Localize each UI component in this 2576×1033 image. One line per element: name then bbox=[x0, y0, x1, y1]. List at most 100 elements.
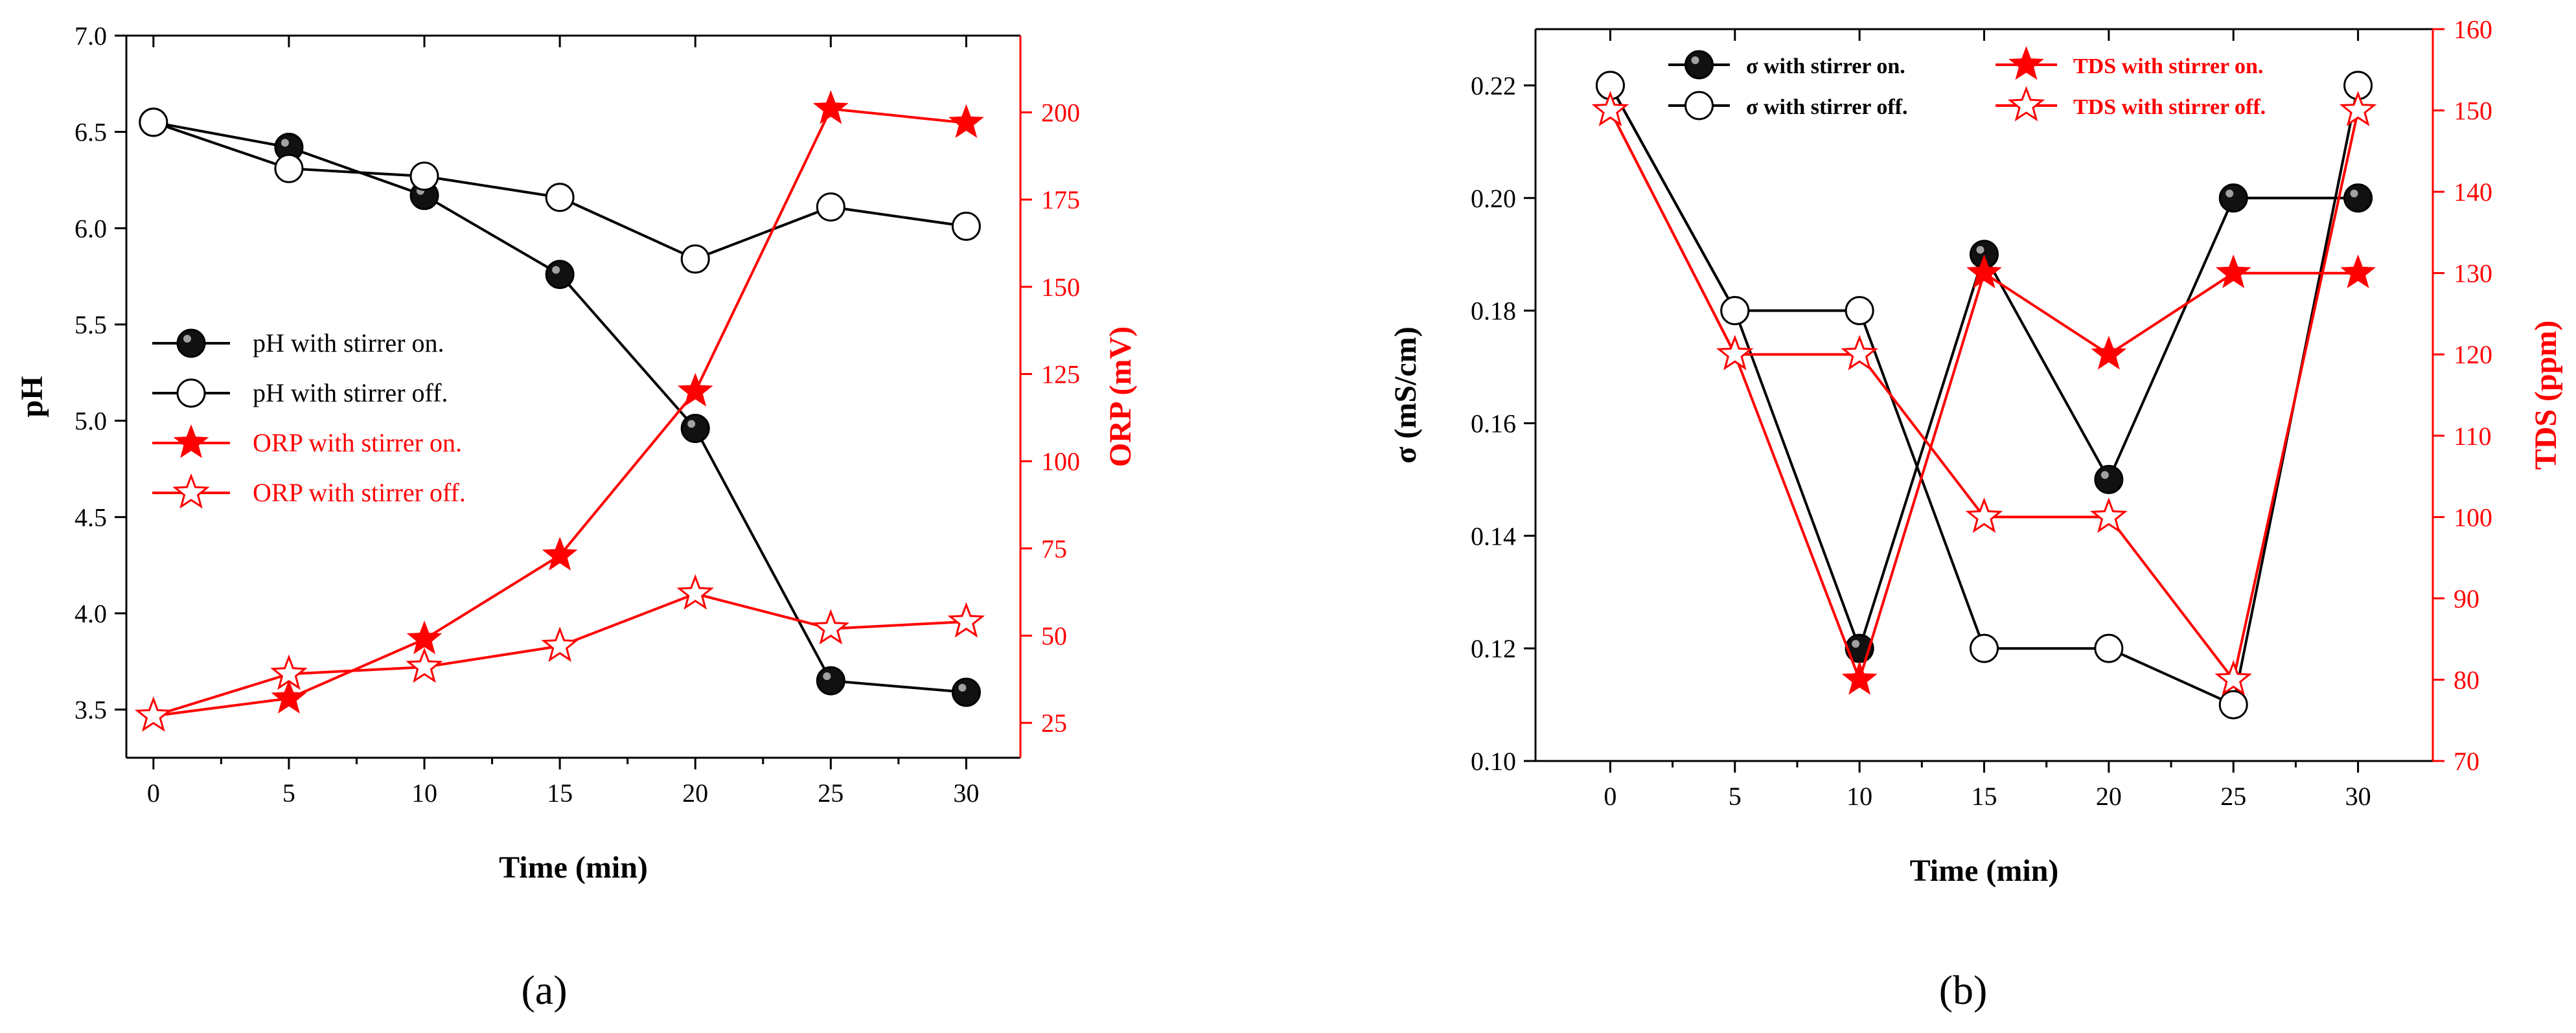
data-point bbox=[1845, 296, 1874, 326]
y-right-tick-label: 100 bbox=[1041, 447, 1080, 476]
data-point-highlight bbox=[2350, 189, 2358, 198]
data-point bbox=[1720, 296, 1750, 326]
x-tick-label: 20 bbox=[2096, 782, 2122, 811]
x-axis-title: Time (min) bbox=[1910, 854, 2059, 888]
data-point-highlight bbox=[1852, 640, 1860, 648]
data-point bbox=[1841, 661, 1878, 695]
legend-label: TDS with stirrer on. bbox=[2073, 54, 2263, 78]
legend-item: pH with stirrer off. bbox=[152, 378, 448, 408]
data-point bbox=[2094, 464, 2124, 494]
y-left-tick-label: 6.5 bbox=[75, 118, 107, 147]
data-point bbox=[545, 260, 575, 289]
data-point bbox=[1970, 633, 1999, 663]
y-right-tick-label: 75 bbox=[1041, 534, 1067, 563]
legend-item: pH with stirrer on. bbox=[152, 328, 444, 358]
data-point bbox=[676, 574, 714, 610]
y-right-tick-label: 80 bbox=[2454, 665, 2479, 694]
data-point bbox=[139, 108, 168, 137]
x-tick-label: 0 bbox=[1604, 782, 1616, 811]
data-point bbox=[816, 192, 845, 222]
y-right-tick-label: 160 bbox=[2454, 15, 2492, 44]
legend-marker-highlight bbox=[183, 335, 191, 343]
legend-marker bbox=[176, 328, 206, 358]
legend-label: pH with stirrer off. bbox=[253, 378, 448, 407]
series-4 bbox=[135, 574, 985, 732]
data-point-highlight bbox=[1976, 245, 1984, 254]
x-tick-label: 10 bbox=[411, 778, 437, 808]
x-tick-label: 30 bbox=[953, 778, 979, 808]
legend-marker bbox=[1685, 50, 1714, 80]
y-left-tick-label: 6.0 bbox=[75, 214, 107, 243]
y-right-tick-label: 175 bbox=[1041, 185, 1080, 214]
y-left-tick-label: 0.14 bbox=[1471, 521, 1516, 551]
data-point bbox=[951, 211, 981, 241]
legend-item: TDS with stirrer on. bbox=[1995, 46, 2263, 80]
data-point bbox=[2091, 335, 2127, 370]
data-point bbox=[406, 620, 443, 655]
y-right-tick-label: 130 bbox=[2454, 259, 2492, 288]
x-tick-label: 20 bbox=[682, 778, 708, 808]
legend: σ with stirrer on. σ with stirrer off. TDS… bbox=[1668, 46, 2266, 122]
legend-item: TDS with stirrer off. bbox=[1995, 85, 2266, 122]
legend-label: pH with stirrer on. bbox=[253, 328, 444, 358]
panel-label: (b) bbox=[1939, 967, 1988, 1013]
x-tick-label: 5 bbox=[282, 778, 295, 808]
data-point bbox=[1591, 91, 1629, 127]
data-point bbox=[951, 677, 981, 707]
data-point bbox=[545, 183, 575, 212]
y-left-tick-label: 5.5 bbox=[75, 310, 107, 339]
legend-item: ORP with stirrer off. bbox=[152, 473, 466, 509]
data-point bbox=[680, 244, 710, 274]
data-point-highlight bbox=[687, 420, 696, 428]
y-left-tick-label: 0.18 bbox=[1471, 297, 1516, 326]
series-2 bbox=[1595, 71, 2373, 720]
legend-marker-highlight bbox=[1691, 56, 1699, 64]
y-left-tick-label: 0.22 bbox=[1471, 71, 1516, 100]
y-right-tick-label: 125 bbox=[1041, 359, 1080, 389]
panel-b: 0 5 10 15 20 25 30 0.10 0.12 0.14 0.16 0.18 0.20 0.22… bbox=[1388, 15, 2563, 1013]
x-tick-label: 30 bbox=[2345, 782, 2371, 811]
legend-item: ORP with stirrer on. bbox=[152, 424, 462, 459]
data-point bbox=[816, 666, 845, 696]
legend-marker bbox=[176, 378, 206, 408]
legend-label: ORP with stirrer off. bbox=[253, 478, 466, 507]
data-point bbox=[2090, 497, 2128, 533]
data-point-highlight bbox=[2100, 471, 2109, 479]
data-point bbox=[135, 696, 172, 732]
data-point-highlight bbox=[823, 672, 831, 681]
y-left-tick-label: 0.12 bbox=[1471, 634, 1516, 663]
data-point bbox=[541, 626, 579, 663]
y-right-tick-label: 150 bbox=[2454, 96, 2492, 126]
y-right-axis-title: ORP (mV) bbox=[1103, 326, 1138, 467]
data-point bbox=[274, 153, 304, 183]
data-point-highlight bbox=[281, 139, 289, 147]
y-right-tick-label: 90 bbox=[2454, 584, 2479, 613]
legend-item: σ with stirrer off. bbox=[1668, 91, 1908, 120]
y-left-tick-label: 4.0 bbox=[75, 599, 107, 628]
data-point bbox=[271, 679, 307, 714]
y-left-axis-title: σ (mS/cm) bbox=[1388, 326, 1423, 463]
legend-marker bbox=[172, 473, 210, 509]
y-right-tick-label: 50 bbox=[1041, 621, 1067, 650]
y-left-tick-label: 5.0 bbox=[75, 407, 107, 436]
data-point bbox=[2218, 690, 2248, 720]
x-tick-label: 25 bbox=[818, 778, 844, 808]
series-4 bbox=[1591, 91, 2377, 696]
data-point bbox=[677, 372, 713, 407]
y-left-tick-label: 7.0 bbox=[75, 21, 107, 51]
x-tick-label: 15 bbox=[1972, 782, 1997, 811]
data-point bbox=[812, 90, 849, 124]
data-point bbox=[2218, 183, 2248, 213]
series-2 bbox=[139, 108, 981, 274]
data-point bbox=[2343, 183, 2373, 213]
data-point bbox=[270, 654, 308, 690]
data-point bbox=[2214, 660, 2252, 696]
data-point bbox=[812, 609, 850, 645]
y-right-tick-label: 25 bbox=[1041, 709, 1067, 738]
data-point bbox=[2094, 633, 2124, 663]
y-right-tick-label: 70 bbox=[2454, 747, 2479, 776]
legend-marker bbox=[2008, 46, 2044, 80]
